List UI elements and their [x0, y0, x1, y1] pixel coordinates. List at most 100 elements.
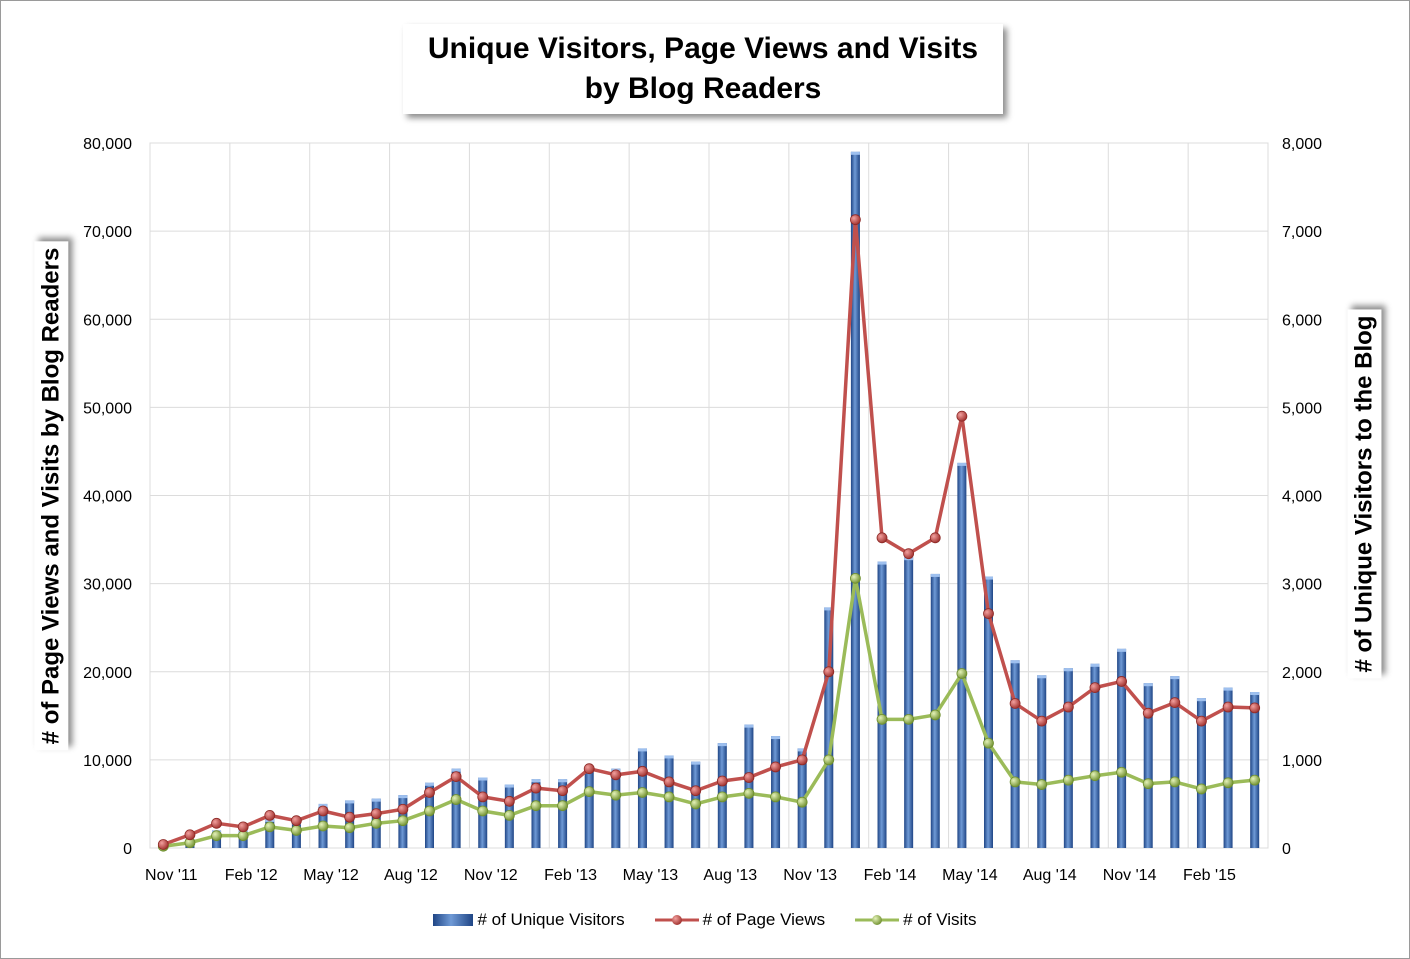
page-views-point — [663, 776, 675, 788]
legend-line-swatch-page-views — [654, 915, 699, 925]
unique-visitors-bar-cap — [691, 761, 701, 765]
unique-visitors-bar-cap — [1170, 676, 1180, 680]
unique-visitors-bar — [1143, 683, 1153, 848]
page-views-point — [211, 817, 222, 829]
page-views-point — [1169, 697, 1181, 708]
visits-point — [424, 805, 435, 817]
unique-visitors-bar-cap — [957, 462, 967, 466]
legend-label-page-views: # of Page Views — [702, 910, 826, 929]
visits-point — [770, 791, 781, 803]
page-views-point — [424, 787, 435, 798]
right-tick-label: 3,000 — [1282, 577, 1322, 594]
visits-point — [610, 789, 622, 801]
chart-title-line2: by Blog Readers — [584, 72, 822, 105]
visits-point — [1089, 770, 1101, 782]
visits-point — [291, 824, 302, 836]
legend-line-swatch-visits — [855, 915, 900, 925]
page-views-point — [956, 410, 968, 422]
unique-visitors-bar-cap — [930, 573, 940, 577]
page-views-point — [716, 775, 728, 787]
unique-visitors-bar — [904, 557, 914, 848]
page-views-point — [1196, 715, 1207, 727]
left-tick-label: 30,000 — [83, 577, 132, 594]
page-views-point — [317, 805, 329, 817]
page-views-point — [503, 795, 515, 807]
unique-visitors-bar-cap — [1090, 663, 1100, 667]
page-views-point — [743, 772, 755, 783]
x-tick-label: Nov '14 — [1103, 867, 1157, 884]
unique-visitors-bar-cap — [451, 768, 461, 772]
unique-visitors-bar — [1196, 698, 1206, 848]
unique-visitors-bar-cap — [398, 795, 408, 799]
unique-visitors-bar-cap — [771, 736, 781, 740]
left-tick-label: 70,000 — [83, 224, 132, 241]
left-tick-label: 20,000 — [83, 665, 132, 682]
page-views-point — [450, 771, 462, 783]
x-tick-label: May '14 — [942, 867, 998, 884]
unique-visitors-bar-cap — [1063, 668, 1073, 672]
page-views-point — [610, 769, 622, 781]
unique-visitors-bar-cap — [425, 782, 434, 786]
unique-visitors-bar — [1063, 668, 1073, 848]
chart-title-line1: Unique Visitors, Page Views and Visits — [427, 32, 979, 65]
page-views-point — [1116, 676, 1127, 687]
unique-visitors-bar-cap — [1223, 687, 1233, 691]
visits-point — [211, 830, 222, 842]
visits-point — [1249, 774, 1261, 786]
visits-point — [583, 786, 595, 797]
visits-point — [850, 572, 861, 584]
unique-visitors-bar — [877, 561, 887, 848]
page-views-point — [557, 785, 568, 797]
legend-item-unique-visitors: # of Unique Visitors — [433, 910, 625, 930]
visits-point — [397, 815, 409, 827]
unique-visitors-bar — [1223, 687, 1233, 848]
unique-visitors-bar-cap — [797, 748, 807, 752]
unique-visitors-bar — [1250, 692, 1260, 848]
visits-point — [983, 737, 994, 749]
visits-point — [1196, 783, 1207, 795]
visits-point — [956, 668, 968, 679]
unique-visitors-bar-cap — [744, 724, 754, 728]
page-views-point — [291, 815, 302, 827]
legend-bar-swatch — [433, 914, 474, 926]
visits-point — [344, 822, 356, 834]
unique-visitors-bar-cap — [850, 151, 860, 155]
visits-point — [503, 809, 515, 821]
visits-point — [876, 713, 888, 725]
unique-visitors-bar-cap — [345, 800, 355, 804]
page-views-point — [1222, 701, 1234, 713]
unique-visitors-bar-cap — [1250, 692, 1260, 696]
unique-visitors-bar-cap — [318, 803, 328, 807]
x-tick-label: May '13 — [623, 867, 679, 884]
unique-visitors-bar — [531, 779, 541, 848]
right-tick-label: 2,000 — [1282, 665, 1322, 682]
unique-visitors-bar — [637, 748, 647, 848]
visits-point — [690, 798, 702, 810]
visits-point — [1009, 776, 1021, 788]
page-views-point — [1089, 682, 1101, 694]
page-views-point — [157, 839, 169, 850]
visits-point — [477, 805, 489, 817]
x-tick-label: Nov '11 — [145, 867, 198, 884]
visits-point — [1222, 777, 1234, 789]
page-views-point — [823, 666, 835, 678]
x-tick-label: May '12 — [303, 867, 359, 884]
page-views-point — [770, 761, 781, 773]
visits-point — [450, 794, 462, 805]
legend-item-page-views: # of Page Views — [654, 910, 826, 930]
unique-visitors-bar-cap — [717, 743, 727, 747]
right-tick-label: 6,000 — [1282, 312, 1322, 329]
page-views-point — [850, 214, 861, 226]
right-tick-label: 4,000 — [1282, 489, 1322, 506]
page-views-point — [344, 811, 356, 823]
unique-visitors-bar-cap — [984, 576, 993, 580]
page-views-point — [583, 763, 595, 775]
unique-visitors-bar-cap — [1037, 675, 1047, 679]
unique-visitors-bar-cap — [478, 777, 488, 781]
unique-visitors-bar-cap — [664, 755, 674, 759]
left-tick-label: 80,000 — [83, 136, 132, 153]
x-tick-label: Nov '13 — [783, 867, 837, 884]
right-axis-title: # of Unique Visitors to the Blog — [1346, 309, 1381, 679]
visits-point — [903, 713, 915, 725]
